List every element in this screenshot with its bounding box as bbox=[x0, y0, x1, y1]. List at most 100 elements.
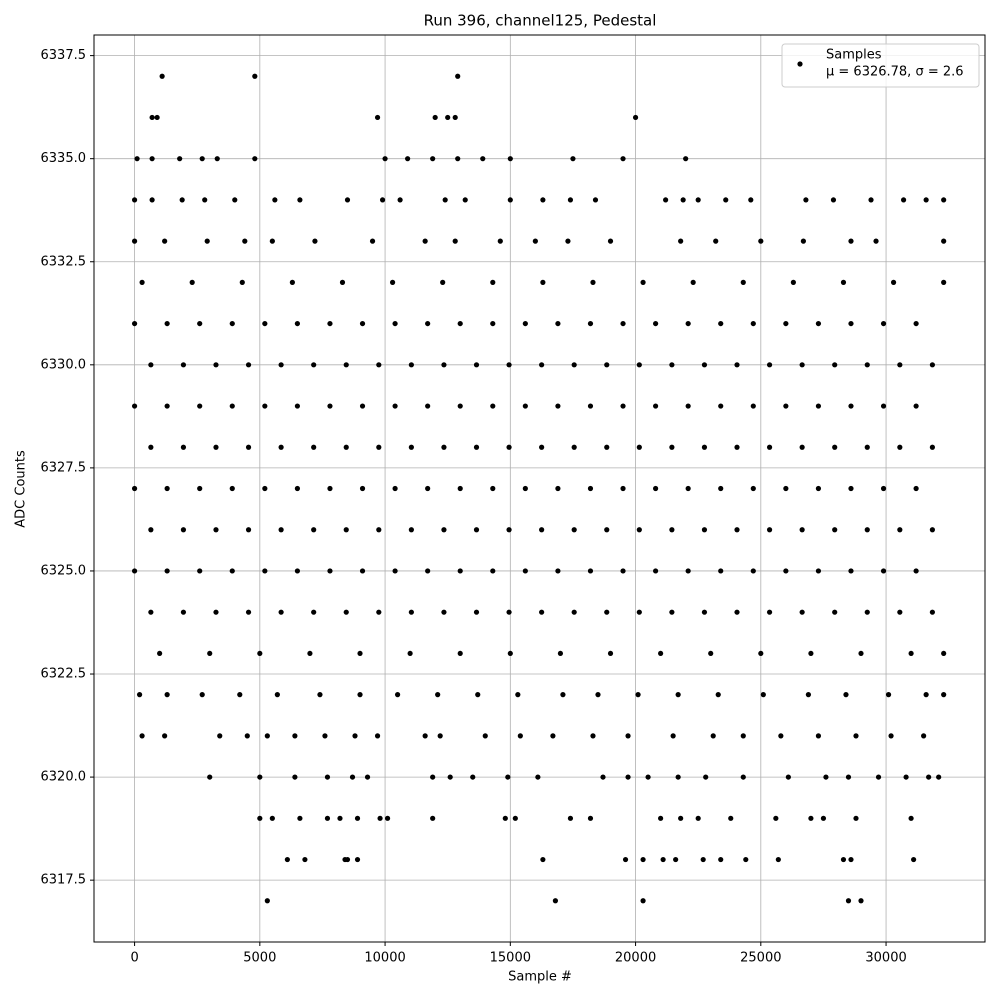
point bbox=[284, 856, 290, 863]
y-tick-label: 6317.5 bbox=[41, 873, 87, 888]
point bbox=[462, 197, 468, 203]
point bbox=[502, 815, 508, 821]
point bbox=[911, 856, 917, 863]
point bbox=[213, 362, 219, 368]
point bbox=[555, 320, 561, 327]
point bbox=[565, 238, 571, 244]
x-tick-label: 20000 bbox=[615, 951, 656, 966]
point bbox=[830, 197, 837, 203]
point bbox=[473, 609, 480, 615]
point bbox=[843, 692, 849, 698]
point bbox=[324, 815, 331, 821]
point bbox=[941, 238, 947, 244]
point bbox=[941, 692, 947, 698]
point bbox=[570, 156, 576, 162]
point bbox=[620, 156, 626, 162]
point bbox=[148, 362, 154, 368]
point bbox=[327, 568, 333, 574]
point bbox=[480, 156, 486, 162]
point bbox=[625, 733, 631, 739]
point bbox=[853, 815, 859, 821]
point bbox=[868, 197, 874, 203]
point bbox=[540, 279, 546, 285]
point bbox=[441, 362, 447, 368]
point bbox=[670, 733, 676, 739]
point bbox=[405, 156, 411, 162]
point bbox=[357, 650, 363, 657]
point bbox=[880, 568, 887, 574]
point bbox=[311, 609, 317, 615]
point bbox=[701, 362, 708, 368]
point bbox=[262, 403, 268, 409]
legend-box bbox=[781, 43, 980, 88]
point bbox=[921, 733, 927, 739]
point bbox=[317, 692, 323, 698]
point bbox=[229, 320, 235, 327]
point bbox=[567, 815, 574, 821]
point bbox=[229, 568, 235, 574]
point bbox=[337, 815, 343, 821]
point bbox=[728, 815, 734, 821]
point bbox=[832, 609, 838, 615]
point bbox=[913, 320, 919, 327]
point bbox=[775, 856, 781, 863]
point bbox=[242, 238, 248, 244]
point bbox=[683, 156, 689, 162]
point bbox=[432, 114, 438, 121]
point bbox=[715, 692, 721, 698]
point bbox=[897, 609, 903, 615]
point bbox=[799, 444, 805, 450]
point bbox=[507, 156, 513, 162]
point bbox=[131, 403, 138, 409]
point bbox=[858, 898, 864, 904]
point bbox=[636, 362, 642, 368]
point bbox=[880, 320, 887, 327]
point bbox=[880, 403, 887, 409]
point bbox=[344, 856, 351, 863]
point bbox=[567, 197, 574, 203]
point bbox=[441, 444, 447, 450]
point bbox=[848, 485, 854, 492]
point bbox=[437, 733, 443, 739]
point bbox=[344, 197, 351, 203]
point bbox=[162, 238, 168, 244]
point bbox=[799, 609, 805, 615]
point bbox=[587, 815, 594, 821]
point bbox=[710, 733, 716, 739]
point bbox=[376, 527, 382, 533]
point bbox=[311, 444, 317, 450]
point bbox=[408, 609, 414, 615]
point bbox=[653, 568, 659, 574]
point bbox=[154, 114, 160, 121]
point bbox=[740, 733, 746, 739]
point bbox=[470, 774, 476, 780]
point bbox=[442, 197, 448, 203]
point bbox=[571, 527, 577, 533]
point bbox=[180, 609, 187, 615]
point bbox=[257, 650, 263, 657]
point bbox=[457, 320, 463, 327]
point bbox=[162, 733, 168, 739]
point bbox=[343, 444, 349, 450]
point bbox=[620, 403, 626, 409]
point bbox=[718, 403, 724, 409]
point bbox=[783, 403, 789, 409]
point bbox=[473, 527, 480, 533]
point bbox=[374, 114, 381, 121]
point bbox=[324, 774, 331, 780]
point bbox=[292, 733, 298, 739]
point bbox=[490, 279, 496, 285]
point bbox=[897, 362, 903, 368]
point bbox=[229, 403, 235, 409]
point bbox=[349, 774, 356, 780]
point bbox=[354, 815, 361, 821]
point bbox=[473, 444, 480, 450]
point bbox=[397, 197, 403, 203]
y-tick-label: 6322.5 bbox=[41, 667, 87, 682]
point bbox=[607, 238, 614, 244]
point bbox=[766, 362, 773, 368]
point bbox=[675, 774, 681, 780]
point bbox=[177, 156, 183, 162]
point bbox=[758, 650, 764, 657]
point bbox=[506, 362, 512, 368]
